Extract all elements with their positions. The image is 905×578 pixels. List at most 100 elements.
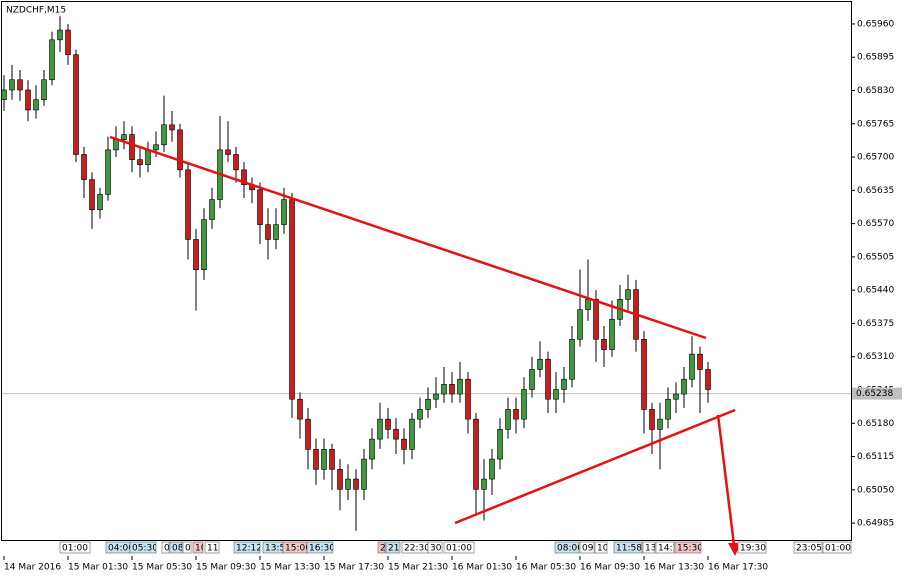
candle-body [585, 299, 591, 310]
candle-body [449, 384, 455, 395]
candle-body [9, 79, 15, 91]
candle-body [473, 418, 479, 490]
candle-body [41, 79, 47, 101]
x-tick-label: 15 Mar 01:30 [68, 563, 128, 573]
candle-body [649, 409, 655, 430]
x-tick-label: 16 Mar 17:30 [708, 563, 768, 573]
y-tick-label: 0.65115 [857, 452, 894, 462]
event-box [642, 541, 656, 554]
y-tick-label: 0.65635 [857, 186, 894, 196]
event-box [129, 541, 157, 554]
candle-body [257, 189, 263, 225]
candle-body [457, 378, 463, 395]
event-tag: 2 [377, 541, 386, 554]
candle-body [241, 169, 247, 185]
x-tick-label: 15 Mar 05:30 [132, 563, 192, 573]
candle-body [305, 418, 311, 450]
event-tag: 19:30 [737, 541, 767, 554]
candle-body [657, 418, 663, 430]
candle-body [225, 149, 231, 155]
candle-body [665, 398, 671, 420]
candle-body [697, 353, 703, 370]
event-tag: 23:05 [793, 541, 823, 554]
candle-body [345, 478, 351, 490]
candle-body [641, 339, 647, 410]
candle-body [409, 418, 415, 450]
event-box [204, 541, 220, 554]
event-label: 01:00 [62, 544, 88, 554]
y-tick-label: 0.65310 [857, 352, 894, 362]
event-tag: 13: [642, 541, 656, 554]
event-tag: 22:30 [401, 541, 429, 554]
candle-body [121, 134, 127, 140]
candle-body [81, 154, 87, 180]
event-label: 11: [207, 544, 221, 554]
event-box [233, 541, 261, 554]
candle-body [625, 289, 631, 300]
candle-body [1, 89, 7, 101]
y-tick-label: 0.65960 [857, 19, 894, 29]
event-tag: 16:30 [306, 541, 334, 554]
x-tick-label: 15 Mar 21:30 [388, 563, 448, 573]
candle-body [377, 418, 383, 440]
event-tag: 0 [161, 541, 170, 554]
candle-body [673, 393, 679, 400]
last-price-label: 0.65238 [856, 389, 893, 399]
candle-body [193, 239, 199, 270]
event-label: 15:00 [285, 544, 311, 554]
event-label: 14:1 [658, 544, 678, 554]
event-tag: 01:00 [59, 541, 91, 554]
candle-body [153, 144, 159, 151]
event-box [443, 541, 475, 554]
candle-body [57, 29, 63, 41]
candle-body [481, 478, 487, 490]
candle-body [25, 89, 31, 111]
candle-body [569, 339, 575, 380]
event-label: 11:58 [616, 544, 642, 554]
event-box [377, 541, 386, 554]
candle-body [497, 429, 503, 460]
event-box [793, 541, 823, 554]
x-tick-label: 15 Mar 17:30 [324, 563, 384, 573]
event-label: 0 [185, 544, 191, 554]
x-tick-label: 16 Mar 05:30 [516, 563, 576, 573]
candle-body [89, 179, 95, 211]
event-label: 2 [380, 544, 386, 554]
y-tick-label: 0.65440 [857, 286, 894, 296]
candle-body [65, 29, 71, 55]
event-tag: 01:00 [443, 541, 475, 554]
candle-body [161, 124, 167, 146]
y-tick-label: 0.65050 [857, 485, 894, 495]
candle-body [593, 299, 599, 340]
event-box [674, 541, 702, 554]
event-label: 30 [430, 544, 442, 554]
event-tag: 0 [182, 541, 192, 554]
candle-body [385, 418, 391, 430]
event-tag: 15:30 [674, 541, 702, 554]
candle-body [289, 199, 295, 400]
candle-body [537, 358, 543, 370]
candle-body [273, 224, 279, 240]
trendline-lower [454, 408, 736, 525]
x-tick-label: 16 Mar 01:30 [452, 563, 512, 573]
event-tag: 13:5 [262, 541, 284, 554]
candle-body [97, 194, 103, 211]
event-box [594, 541, 608, 554]
last-price-box [852, 387, 902, 400]
arrow-shaft [716, 414, 736, 546]
event-tag: 30 [427, 541, 443, 554]
candle-body [401, 438, 407, 450]
y-tick-label: 0.65570 [857, 219, 894, 229]
candle-body [265, 224, 271, 240]
candle-body [417, 409, 423, 420]
candle-body [49, 39, 55, 81]
candle-body [105, 149, 111, 195]
event-tag: 09: [579, 541, 595, 554]
event-box [579, 541, 595, 554]
candle-body [369, 438, 375, 460]
event-box [306, 541, 334, 554]
candle-body [185, 169, 191, 240]
candle-body [489, 458, 495, 480]
event-tag: 11:58 [613, 541, 643, 554]
